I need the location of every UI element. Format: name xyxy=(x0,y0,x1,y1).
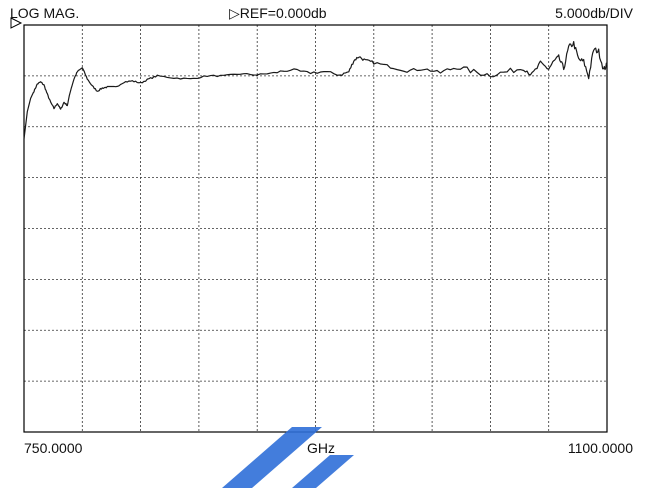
reference-marker-icon xyxy=(10,17,23,29)
trace-line xyxy=(23,41,608,140)
grid-layer xyxy=(24,25,607,432)
watermark-shape xyxy=(222,427,354,488)
scale-per-division-label: 5.000db/DIV xyxy=(555,5,633,21)
x-axis-stop-label: 1100.0000 xyxy=(567,440,633,456)
measurement-format-label: LOG MAG. xyxy=(10,5,80,21)
x-axis-start-label: 750.0000 xyxy=(24,440,83,456)
x-axis-unit-label: GHz xyxy=(307,440,335,456)
reference-level-label: ▷REF=0.000db xyxy=(229,5,327,21)
